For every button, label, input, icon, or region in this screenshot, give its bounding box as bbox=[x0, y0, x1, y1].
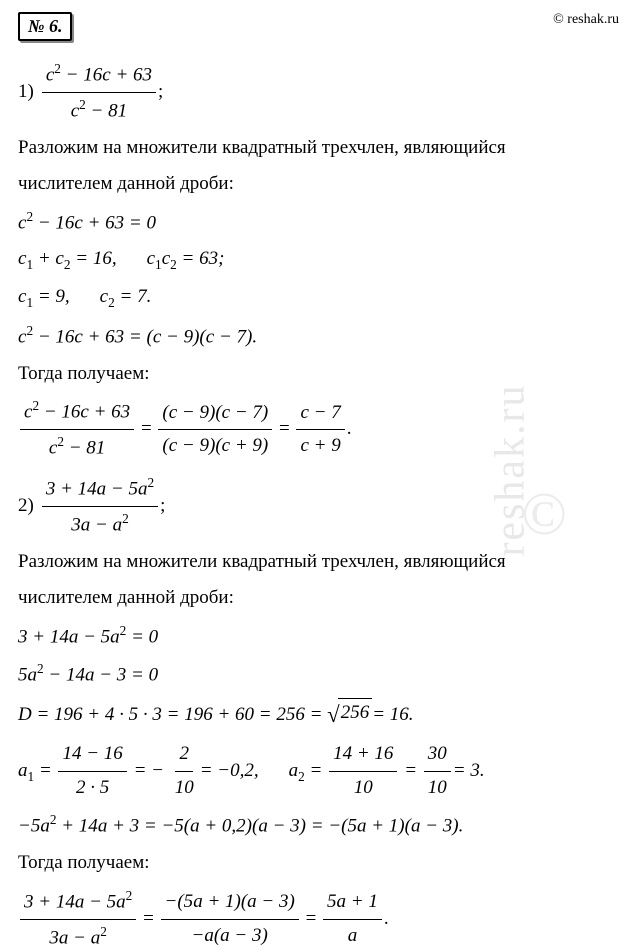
part2-fraction: 3 + 14a − 5a2 3a − a2 bbox=[42, 473, 158, 540]
a1-prefix: a1 = bbox=[18, 757, 56, 787]
equals: = bbox=[301, 905, 321, 934]
frac-den: 10 bbox=[171, 772, 198, 803]
frac-den: c2 − 81 bbox=[67, 93, 131, 126]
part1-prefix: 1) bbox=[18, 78, 34, 107]
site-credit: © reshak.ru bbox=[553, 12, 619, 28]
part2-then: Тогда получаем: bbox=[18, 849, 619, 878]
frac-den: 10 bbox=[424, 772, 451, 803]
sqrt: √ 256 bbox=[327, 698, 372, 732]
frac-den: 3a − a2 bbox=[67, 507, 132, 540]
part1-result: c2 − 16c + 63 c2 − 81 = (c − 9)(c − 7) (… bbox=[18, 396, 619, 463]
part2-suffix: ; bbox=[160, 492, 165, 521]
a2-suffix: = 3. bbox=[453, 757, 485, 786]
part2-discriminant: D = 196 + 4 · 5 · 3 = 196 + 60 = 256 = √… bbox=[18, 698, 619, 732]
part1-intro2: числителем данной дроби: bbox=[18, 170, 619, 199]
frac-den: 2 · 5 bbox=[72, 772, 113, 803]
result-frac1: 3 + 14a − 5a2 3a − a2 bbox=[20, 886, 136, 952]
result-frac3: 5a + 1 a bbox=[323, 888, 382, 950]
part1-expression: 1) c2 − 16c + 63 c2 − 81 ; bbox=[18, 59, 619, 126]
frac-num: 2 bbox=[175, 740, 193, 772]
result-frac1: c2 − 16c + 63 c2 − 81 bbox=[20, 396, 134, 463]
disc-prefix: D = 196 + 4 · 5 · 3 = 196 + 60 = 256 = bbox=[18, 701, 327, 730]
frac-den: c + 9 bbox=[296, 430, 344, 461]
frac-num: 3 + 14a − 5a2 bbox=[42, 473, 158, 507]
part1-then: Тогда получаем: bbox=[18, 360, 619, 389]
content: 1) c2 − 16c + 63 c2 − 81 ; Разложим на м… bbox=[18, 59, 619, 952]
frac-num: c − 7 bbox=[296, 399, 344, 431]
equals: = bbox=[274, 415, 294, 444]
frac-num: 5a + 1 bbox=[323, 888, 382, 920]
frac-den: a bbox=[344, 920, 362, 951]
frac-den: (c − 9)(c + 9) bbox=[158, 430, 272, 461]
part2-intro2: числителем данной дроби: bbox=[18, 584, 619, 613]
a2-frac2: 30 10 bbox=[424, 740, 451, 802]
result-frac2: (c − 9)(c − 7) (c − 9)(c + 9) bbox=[158, 399, 272, 461]
a1-suffix: = −0,2, bbox=[200, 757, 259, 786]
result-frac3: c − 7 c + 9 bbox=[296, 399, 344, 461]
frac-num: c2 − 16c + 63 bbox=[20, 396, 134, 430]
part2-factored: −5a2 + 14a + 3 = −5(a + 0,2)(a − 3) = −(… bbox=[18, 810, 619, 841]
a2-frac1: 14 + 16 10 bbox=[329, 740, 397, 802]
part1-suffix: ; bbox=[158, 78, 163, 107]
part1-eq1: c2 − 16c + 63 = 0 bbox=[18, 207, 619, 238]
frac-num: −(5a + 1)(a − 3) bbox=[161, 888, 299, 920]
part2-result: 3 + 14a − 5a2 3a − a2 = −(5a + 1)(a − 3)… bbox=[18, 886, 619, 952]
part1-fraction: c2 − 16c + 63 c2 − 81 bbox=[42, 59, 156, 126]
frac-num: 30 bbox=[424, 740, 451, 772]
part2-intro1: Разложим на множители квадратный трехчле… bbox=[18, 548, 619, 577]
sqrt-content: 256 bbox=[338, 698, 373, 728]
header: № 6. © reshak.ru bbox=[18, 12, 619, 41]
problem-number: № 6. bbox=[18, 12, 72, 41]
a2-mid: = bbox=[399, 757, 421, 786]
a1-mid: = − bbox=[129, 757, 169, 786]
equals: = bbox=[136, 415, 156, 444]
result-suffix: . bbox=[347, 415, 352, 444]
part2-eq2: 5a2 − 14a − 3 = 0 bbox=[18, 659, 619, 690]
part2-eq1: 3 + 14a − 5a2 = 0 bbox=[18, 621, 619, 652]
result-suffix: . bbox=[384, 905, 389, 934]
part2-prefix: 2) bbox=[18, 492, 34, 521]
frac-num: 14 + 16 bbox=[329, 740, 397, 772]
a1-frac1: 14 − 16 2 · 5 bbox=[58, 740, 126, 802]
frac-den: c2 − 81 bbox=[45, 430, 109, 463]
part1-eq4: c2 − 16c + 63 = (c − 9)(c − 7). bbox=[18, 321, 619, 352]
a1-frac2: 2 10 bbox=[171, 740, 198, 802]
part1-eq3: c1 = 9,c2 = 7. bbox=[18, 283, 619, 313]
part1-intro1: Разложим на множители квадратный трехчле… bbox=[18, 134, 619, 163]
frac-den: 3a − a2 bbox=[45, 920, 110, 952]
part2-roots: a1 = 14 − 16 2 · 5 = − 2 10 = −0,2, a2 =… bbox=[18, 740, 619, 802]
equals: = bbox=[138, 905, 158, 934]
frac-num: 14 − 16 bbox=[58, 740, 126, 772]
a2-prefix: a2 = bbox=[289, 757, 327, 787]
frac-num: (c − 9)(c − 7) bbox=[158, 399, 272, 431]
frac-num: 3 + 14a − 5a2 bbox=[20, 886, 136, 920]
frac-den: −a(a − 3) bbox=[188, 920, 272, 951]
result-frac2: −(5a + 1)(a − 3) −a(a − 3) bbox=[161, 888, 299, 950]
frac-num: c2 − 16c + 63 bbox=[42, 59, 156, 93]
frac-den: 10 bbox=[350, 772, 377, 803]
part2-expression: 2) 3 + 14a − 5a2 3a − a2 ; bbox=[18, 473, 619, 540]
disc-suffix: = 16. bbox=[372, 701, 413, 730]
part1-eq2: c1 + c2 = 16,c1c2 = 63; bbox=[18, 245, 619, 275]
